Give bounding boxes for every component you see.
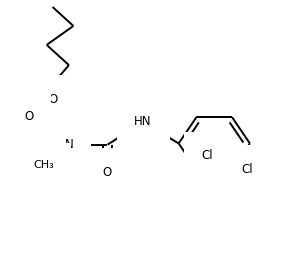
Text: CH₃: CH₃	[33, 160, 54, 170]
Text: O: O	[48, 93, 57, 106]
Text: Cl: Cl	[241, 163, 253, 176]
Text: HN: HN	[134, 116, 152, 129]
Text: N: N	[65, 138, 73, 151]
Text: O: O	[103, 166, 112, 179]
Text: Cl: Cl	[202, 149, 213, 162]
Text: O: O	[24, 110, 33, 123]
